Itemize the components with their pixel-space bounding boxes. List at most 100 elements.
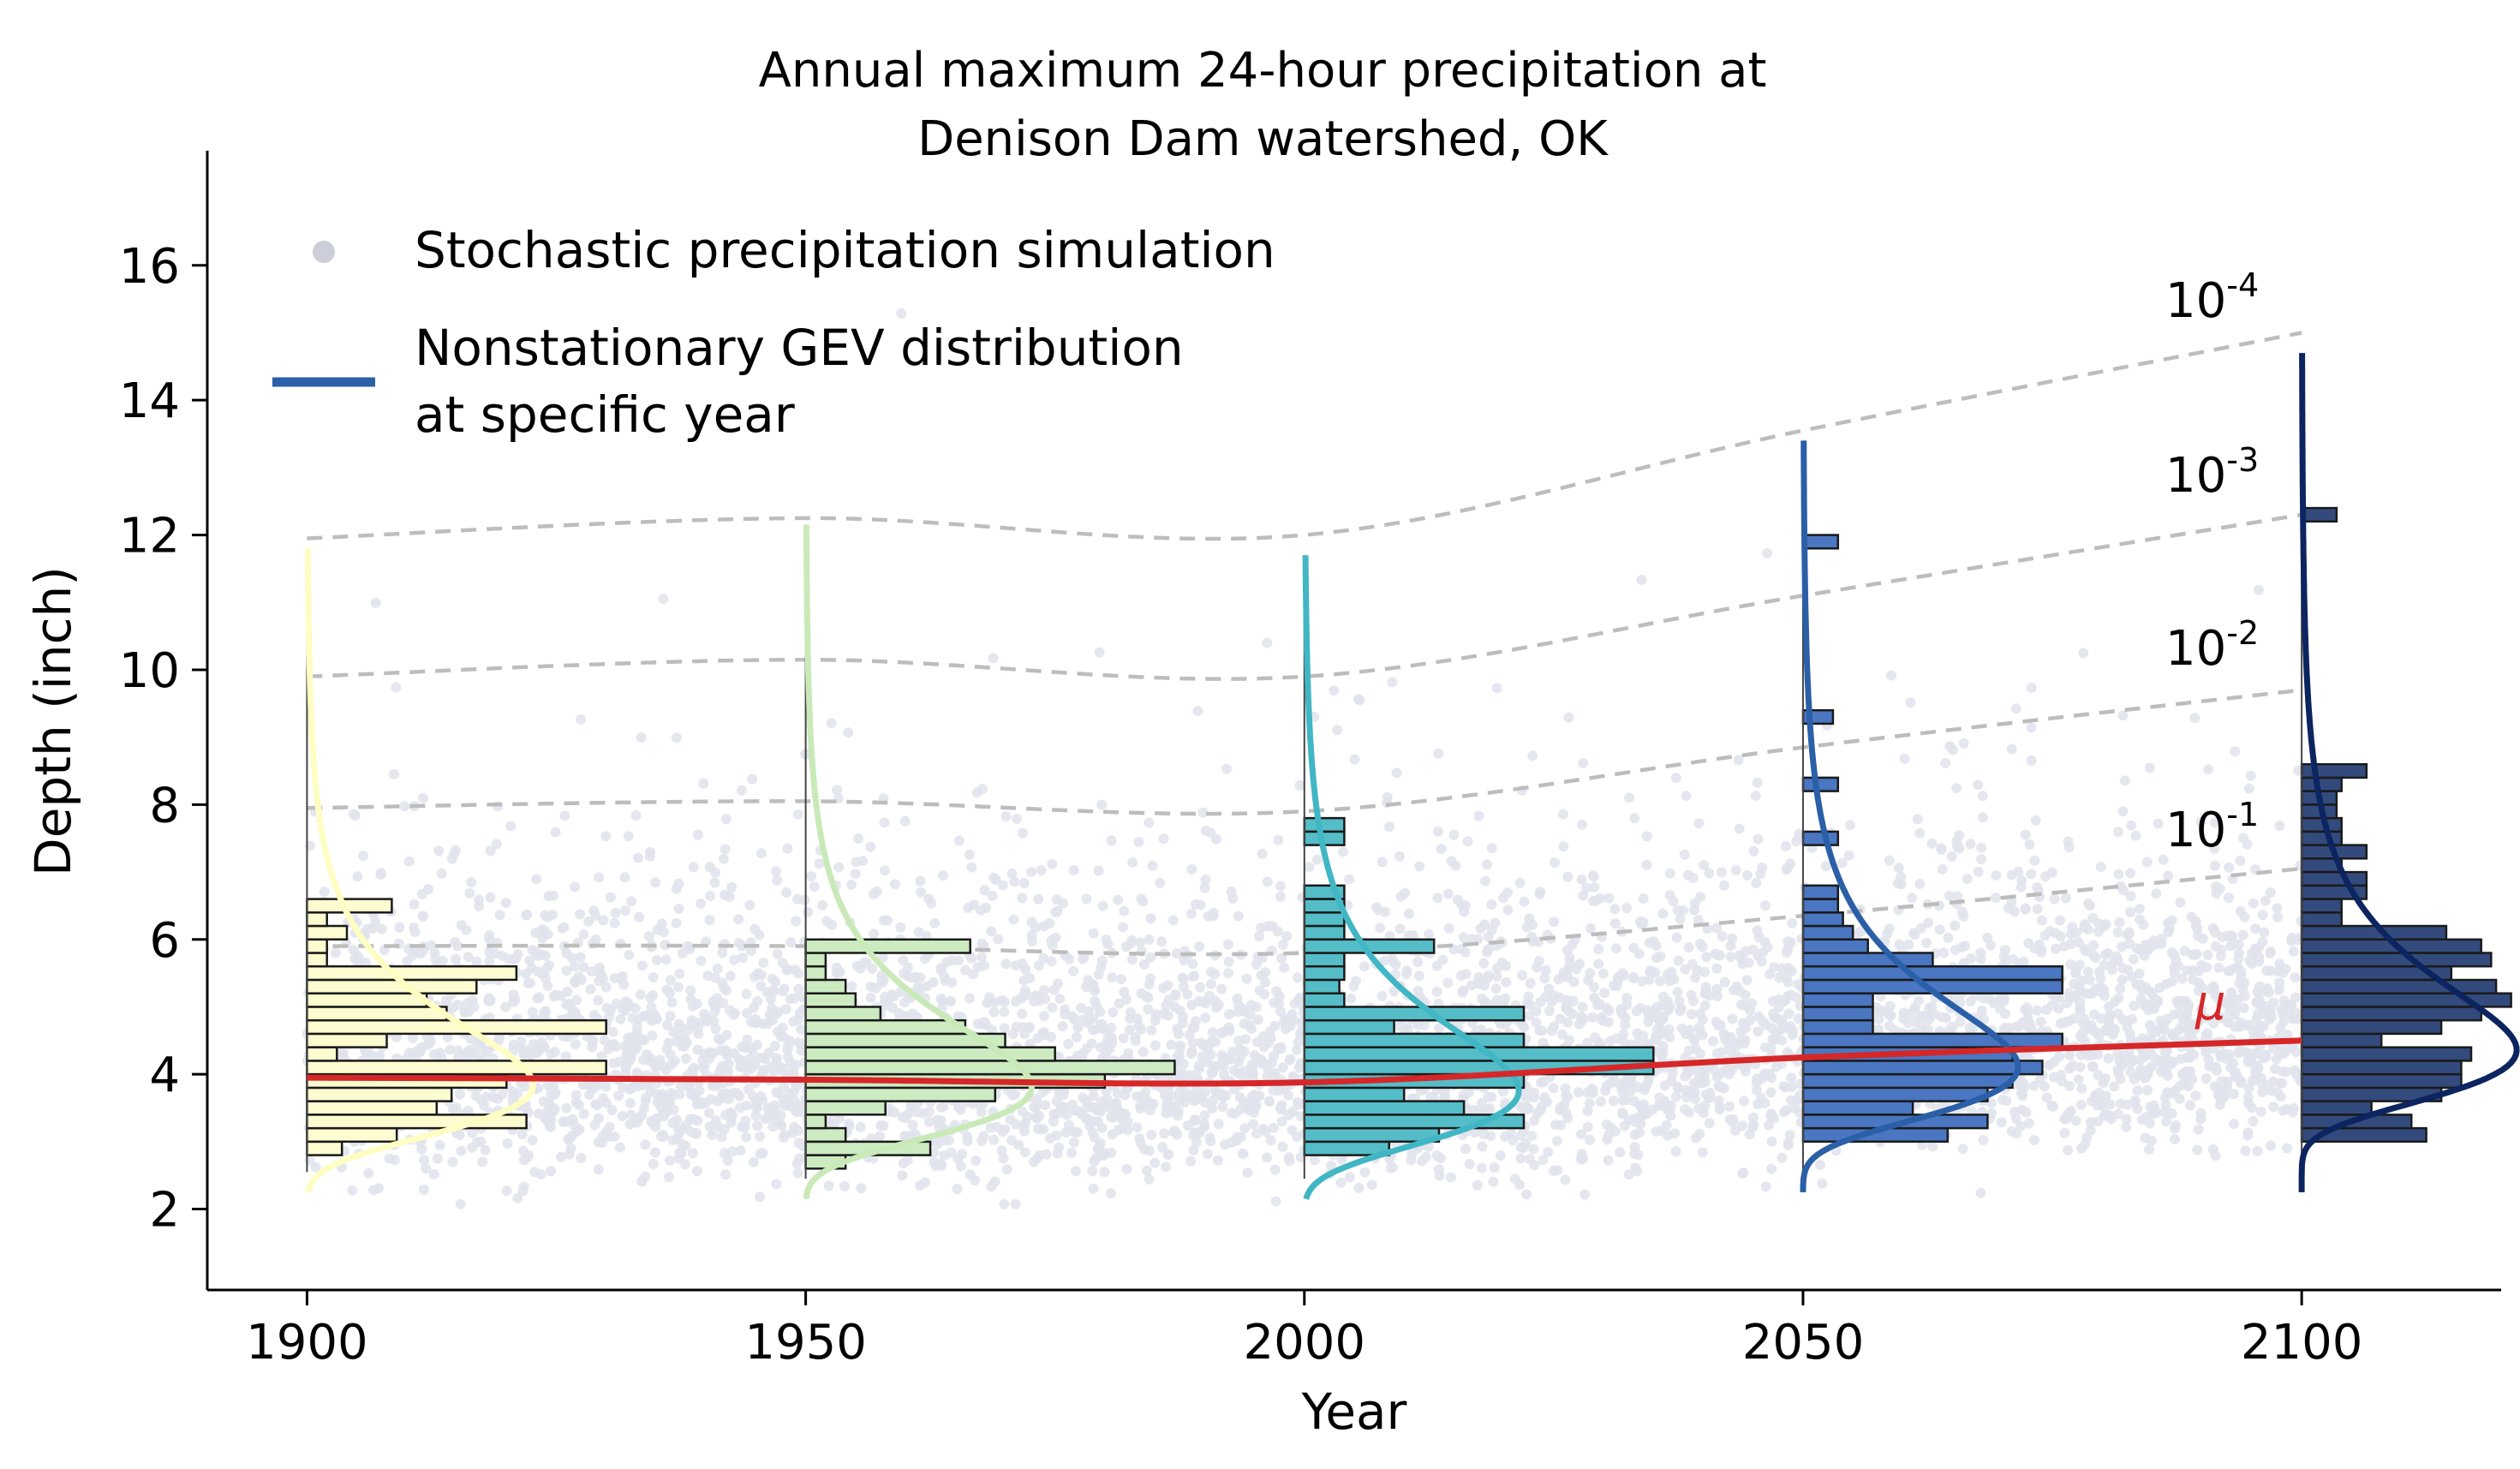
- sim-point: [2099, 1024, 2111, 1036]
- sim-point: [1985, 994, 1995, 1005]
- sim-point: [1723, 1101, 1735, 1112]
- sim-point: [718, 853, 729, 864]
- sim-point: [594, 976, 605, 987]
- sim-point: [1498, 1086, 1508, 1097]
- sim-point: [417, 792, 428, 803]
- sim-point: [2179, 946, 2190, 957]
- sim-point: [1751, 878, 1762, 888]
- sim-point: [741, 1132, 751, 1143]
- sim-point: [1714, 1102, 1725, 1113]
- sim-point: [897, 1170, 908, 1181]
- sim-point: [1462, 836, 1473, 847]
- sim-point: [570, 1039, 581, 1050]
- sim-point: [2263, 987, 2274, 998]
- sim-point: [1284, 1155, 1295, 1167]
- sim-point: [1938, 947, 1950, 958]
- sim-point: [1657, 1048, 1669, 1059]
- sim-point: [452, 999, 463, 1010]
- sim-point: [724, 891, 735, 902]
- sim-point: [1603, 1005, 1615, 1016]
- sim-point: [466, 876, 477, 887]
- sim-point: [1551, 1136, 1562, 1147]
- sim-point: [1241, 973, 1252, 984]
- sim-point: [747, 773, 758, 785]
- sim-point: [766, 994, 776, 1005]
- sim-point: [855, 1121, 866, 1132]
- sim-point: [570, 881, 581, 893]
- sim-point: [655, 1092, 666, 1103]
- sim-point: [1751, 1084, 1762, 1096]
- sim-point: [1700, 982, 1711, 993]
- sim-point: [2163, 917, 2173, 929]
- sim-point: [2282, 1030, 2293, 1041]
- sim-point: [409, 927, 421, 937]
- sim-point: [2060, 1114, 2071, 1125]
- sim-point: [2064, 1063, 2075, 1074]
- sim-point: [1292, 1132, 1303, 1143]
- sim-point: [2115, 983, 2126, 994]
- sim-point: [952, 955, 964, 966]
- sim-point: [1293, 1036, 1304, 1048]
- sim-point: [763, 1048, 774, 1058]
- sim-point: [2158, 854, 2169, 865]
- sim-point: [1927, 1141, 1938, 1152]
- sim-point: [1081, 893, 1092, 905]
- sim-point: [1582, 1037, 1593, 1048]
- sim-point: [1527, 936, 1538, 947]
- sim-point: [1719, 976, 1730, 988]
- sim-point: [1588, 896, 1599, 906]
- sim-point: [2122, 1022, 2133, 1033]
- sim-point: [1655, 976, 1666, 987]
- sim-point: [709, 1006, 720, 1018]
- sim-point: [569, 961, 580, 972]
- sim-point: [2026, 755, 2037, 766]
- sim-point: [452, 1045, 463, 1056]
- sim-point: [1436, 844, 1447, 855]
- sim-point: [1788, 1025, 1799, 1036]
- sim-point: [1973, 779, 1984, 791]
- sim-point: [935, 1159, 946, 1169]
- sim-point: [1737, 958, 1748, 970]
- sim-point: [1740, 1066, 1751, 1077]
- sim-point: [1191, 1095, 1202, 1105]
- sim-point: [2023, 1118, 2034, 1129]
- sim-point: [1125, 1013, 1136, 1024]
- sim-point: [347, 1185, 358, 1196]
- sim-point: [1066, 1099, 1078, 1110]
- sim-point: [2215, 1012, 2226, 1024]
- sim-point: [697, 1062, 708, 1073]
- sim-point: [939, 1150, 950, 1161]
- sim-point: [1206, 1036, 1217, 1047]
- sim-point: [1693, 915, 1704, 926]
- sim-point: [1194, 941, 1205, 952]
- sim-point: [1477, 993, 1488, 1004]
- sim-point: [1395, 891, 1406, 902]
- sim-point: [1638, 893, 1649, 904]
- sim-point: [1217, 1102, 1228, 1112]
- sim-point: [1458, 985, 1469, 996]
- sim-point: [544, 1099, 555, 1109]
- sim-point: [1625, 1085, 1636, 1096]
- sim-point: [2020, 903, 2031, 914]
- sim-point: [524, 955, 535, 966]
- sim-point: [1783, 944, 1794, 955]
- sim-point: [1623, 1114, 1634, 1126]
- sim-point: [2288, 1012, 2299, 1024]
- sim-point: [2209, 1062, 2220, 1073]
- sim-point: [1563, 1006, 1574, 1017]
- sim-point: [1115, 974, 1126, 985]
- sim-point: [1664, 868, 1675, 879]
- sim-point: [1113, 894, 1124, 905]
- sim-point: [1006, 868, 1018, 879]
- sim-point: [1882, 1007, 1893, 1018]
- sim-point: [1884, 1020, 1895, 1031]
- sim-point: [597, 1131, 608, 1142]
- sim-point: [728, 1048, 739, 1059]
- sim-point: [1388, 1161, 1399, 1173]
- sim-point: [543, 891, 554, 902]
- sim-point: [2245, 770, 2256, 781]
- sim-point: [570, 1006, 581, 1018]
- sim-point: [2234, 978, 2245, 989]
- sim-point: [422, 884, 433, 895]
- sim-point: [1200, 825, 1211, 836]
